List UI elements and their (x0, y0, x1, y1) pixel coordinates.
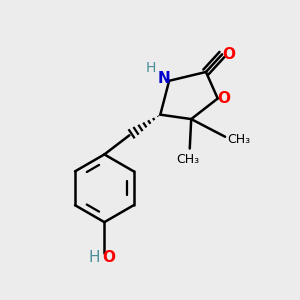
Text: O: O (222, 47, 235, 62)
Text: H: H (88, 250, 100, 265)
Text: N: N (158, 71, 170, 86)
Text: CH₃: CH₃ (227, 133, 250, 146)
Text: H: H (146, 61, 156, 75)
Text: O: O (102, 250, 115, 265)
Text: O: O (218, 91, 231, 106)
Text: CH₃: CH₃ (177, 153, 200, 166)
